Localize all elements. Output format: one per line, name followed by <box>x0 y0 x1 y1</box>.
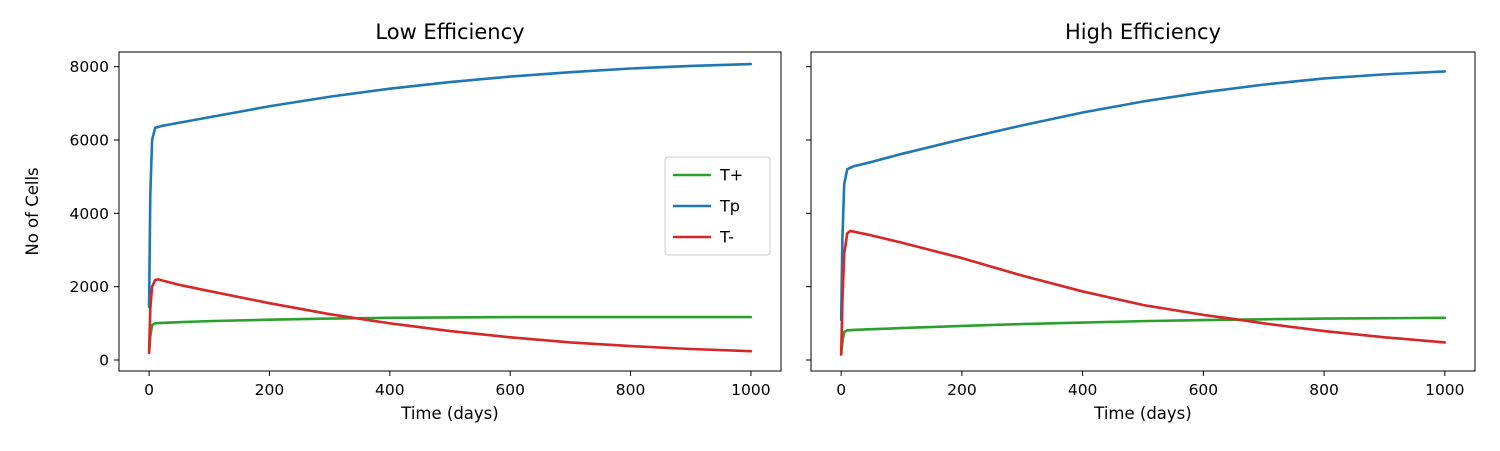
x-tick-label: 0 <box>144 381 154 399</box>
plot-frame <box>118 51 782 372</box>
series-line-tplus <box>147 315 753 354</box>
y-tick-label: 8000 <box>70 58 109 76</box>
y-tick-label: 2000 <box>70 278 109 296</box>
series-line-tminus <box>839 229 1447 356</box>
y-tick-label: 4000 <box>70 205 109 223</box>
chart-title: Low Efficiency <box>375 20 524 44</box>
series-line-tp <box>839 70 1447 321</box>
x-tick-label: 600 <box>495 381 525 399</box>
x-axis-label: Time (days) <box>1093 404 1191 423</box>
x-tick-label: 0 <box>836 381 846 399</box>
y-tick-label: 0 <box>99 352 109 370</box>
x-tick-label: 800 <box>1309 381 1339 399</box>
series-line-tminus <box>147 278 753 354</box>
x-tick-label: 400 <box>375 381 405 399</box>
legend-label: T- <box>719 228 734 247</box>
series-line-tplus <box>839 316 1447 356</box>
series-line-tp <box>147 62 753 309</box>
chart-panel-1: 0 200 400 600 800 1000 0 2000 4000 6000 8000 Low Ef… <box>23 20 782 423</box>
legend-label: Tp <box>719 197 740 216</box>
legend: T+ Tp T- <box>664 156 771 256</box>
x-tick-label: 1000 <box>1425 381 1464 399</box>
x-tick-label: 1000 <box>731 381 770 399</box>
chart-panel-2: 0 200 400 600 800 1000 High Efficiency Time (da… <box>806 20 1476 423</box>
x-tick-label: 600 <box>1189 381 1219 399</box>
x-axis-label: Time (days) <box>400 404 498 423</box>
chart-title: High Efficiency <box>1065 20 1221 44</box>
x-tick-label: 800 <box>616 381 646 399</box>
y-axis-label: No of Cells <box>23 167 42 255</box>
x-tick-label: 200 <box>947 381 977 399</box>
x-tick-label: 400 <box>1068 381 1098 399</box>
legend-box <box>664 156 771 256</box>
legend-label: T+ <box>719 166 743 185</box>
plot-frame <box>810 51 1476 372</box>
y-tick-label: 6000 <box>70 132 109 150</box>
x-tick-label: 200 <box>255 381 285 399</box>
